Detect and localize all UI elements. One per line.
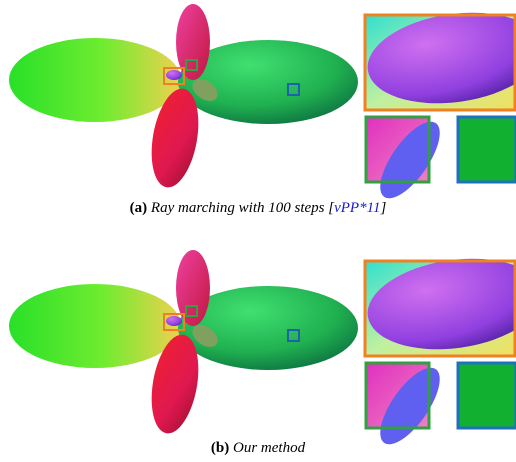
figure-b xyxy=(0,246,516,446)
caption-a: (a) Ray marching with 100 steps [vPP*11] xyxy=(0,200,516,217)
page: (a) Ray marching with 100 steps [vPP*11]… xyxy=(0,0,516,462)
caption-body: Our method xyxy=(233,440,305,456)
figure-a xyxy=(0,0,516,200)
caption-suffix: ] xyxy=(380,200,386,216)
caption-body: Ray marching with 100 steps [ xyxy=(151,200,334,216)
caption-label: (b) xyxy=(211,440,229,456)
caption-text: Ray marching with 100 steps [vPP*11] xyxy=(151,200,386,216)
caption-label: (a) xyxy=(130,200,148,216)
citation[interactable]: vPP*11 xyxy=(334,200,380,216)
caption-b: (b) Our method xyxy=(0,440,516,457)
figure-panel-a xyxy=(9,2,516,200)
figure-panel-b xyxy=(9,248,516,446)
